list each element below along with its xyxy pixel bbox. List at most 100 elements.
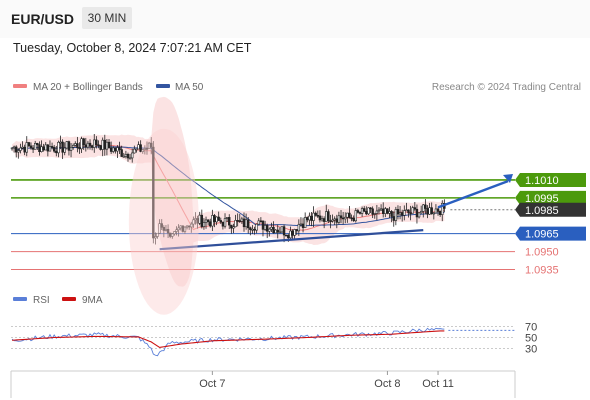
candle-body bbox=[434, 208, 438, 214]
candle-body bbox=[411, 207, 414, 214]
candle-body bbox=[308, 215, 311, 221]
candle-body bbox=[177, 227, 180, 231]
x-tick-label-2: Oct 11 bbox=[422, 378, 454, 390]
candle-body bbox=[287, 234, 290, 239]
ma50-legend-swatch bbox=[156, 84, 170, 88]
candle-body bbox=[329, 220, 332, 223]
candle-body bbox=[339, 215, 343, 219]
candle-body bbox=[348, 212, 351, 219]
ma50-legend-label: MA 50 bbox=[175, 82, 204, 93]
candle-body bbox=[299, 223, 303, 226]
candle-body bbox=[225, 217, 229, 219]
rsi-line bbox=[11, 327, 445, 357]
candle-body bbox=[344, 216, 347, 220]
rsi-tick-label-1: 50 bbox=[525, 333, 537, 345]
candle-body bbox=[219, 220, 222, 223]
candle-body bbox=[259, 220, 263, 223]
rsi-tick-label-0: 30 bbox=[525, 344, 537, 356]
candle-body bbox=[270, 226, 273, 230]
timestamp: Tuesday, October 8, 2024 7:07:21 AM CET bbox=[13, 41, 252, 55]
candle-body bbox=[221, 221, 225, 227]
candle-body bbox=[234, 220, 237, 228]
candle-body bbox=[282, 226, 286, 236]
candle-body bbox=[430, 207, 433, 214]
candle-body bbox=[341, 217, 345, 220]
candle-body bbox=[42, 146, 45, 151]
candle-body bbox=[158, 223, 161, 234]
candle-body bbox=[52, 147, 56, 152]
candle-body bbox=[103, 139, 107, 150]
level-label-4: 1.0950 bbox=[525, 247, 559, 259]
candle-body bbox=[394, 209, 398, 221]
candle-body bbox=[206, 219, 210, 223]
candle-body bbox=[417, 212, 421, 218]
candle-body bbox=[373, 213, 376, 215]
candle-body bbox=[107, 141, 111, 149]
candle-body bbox=[238, 220, 241, 222]
candle-body bbox=[388, 211, 391, 214]
candle-body bbox=[164, 229, 168, 231]
candle-body bbox=[346, 212, 349, 218]
candle-body bbox=[36, 142, 39, 145]
candle-body bbox=[223, 218, 227, 227]
candle-body bbox=[297, 224, 301, 232]
level-label-bg-3 bbox=[515, 226, 586, 241]
level-label-0: 1.1010 bbox=[525, 175, 559, 187]
candle-body bbox=[253, 228, 256, 231]
candle-body bbox=[228, 217, 231, 226]
candle-body bbox=[377, 209, 381, 212]
candle-body bbox=[263, 225, 267, 230]
candle-body bbox=[255, 223, 258, 231]
timeframe-badge[interactable]: 30 MIN bbox=[82, 7, 132, 29]
candle-body bbox=[289, 230, 292, 239]
candle-body bbox=[213, 215, 216, 223]
candle-body bbox=[202, 222, 206, 227]
candle-body bbox=[386, 208, 389, 214]
candle-body bbox=[398, 212, 402, 215]
rsi-legend-swatch bbox=[13, 297, 27, 301]
candle-body bbox=[405, 209, 408, 212]
symbol-title: EUR/USD bbox=[11, 11, 75, 27]
candle-body bbox=[240, 218, 244, 222]
candle-body bbox=[21, 146, 24, 149]
candle-body bbox=[57, 142, 60, 154]
candle-body bbox=[249, 227, 252, 230]
ma20-legend-label: MA 20 + Bollinger Bands bbox=[33, 82, 143, 93]
candle-body bbox=[93, 139, 96, 148]
candle-body bbox=[187, 225, 191, 228]
candle-body bbox=[179, 225, 182, 229]
candle-body bbox=[150, 142, 153, 148]
candle-body bbox=[59, 141, 62, 144]
level-label-bg-0 bbox=[515, 172, 586, 187]
x-tick-label-1: Oct 8 bbox=[374, 378, 400, 390]
candle-body bbox=[232, 226, 235, 229]
candle-body bbox=[211, 215, 214, 227]
bollinger-band-area bbox=[12, 96, 445, 287]
candle-body bbox=[84, 144, 88, 148]
candle-body bbox=[204, 219, 208, 223]
candle-body bbox=[99, 145, 102, 150]
candle-body bbox=[438, 211, 442, 215]
candle-body bbox=[318, 215, 322, 221]
candle-body bbox=[396, 209, 400, 215]
candle-body bbox=[133, 148, 136, 154]
candle-body bbox=[23, 146, 26, 153]
candle-body bbox=[384, 208, 387, 214]
candle-body bbox=[17, 150, 20, 153]
candle-body bbox=[432, 212, 436, 215]
candle-body bbox=[141, 149, 144, 152]
candle-body bbox=[86, 142, 90, 148]
candle-body bbox=[196, 218, 199, 224]
candle-body bbox=[137, 144, 140, 150]
candle-body bbox=[25, 142, 28, 153]
candle-body bbox=[335, 218, 338, 223]
rsi-ma-line bbox=[11, 330, 445, 348]
candle-body bbox=[44, 144, 47, 151]
candle-body bbox=[116, 147, 119, 152]
candle-body bbox=[194, 218, 197, 221]
candle-body bbox=[268, 228, 271, 232]
candle-body bbox=[428, 207, 431, 215]
candle-body bbox=[152, 146, 155, 239]
candle-body bbox=[337, 215, 341, 223]
